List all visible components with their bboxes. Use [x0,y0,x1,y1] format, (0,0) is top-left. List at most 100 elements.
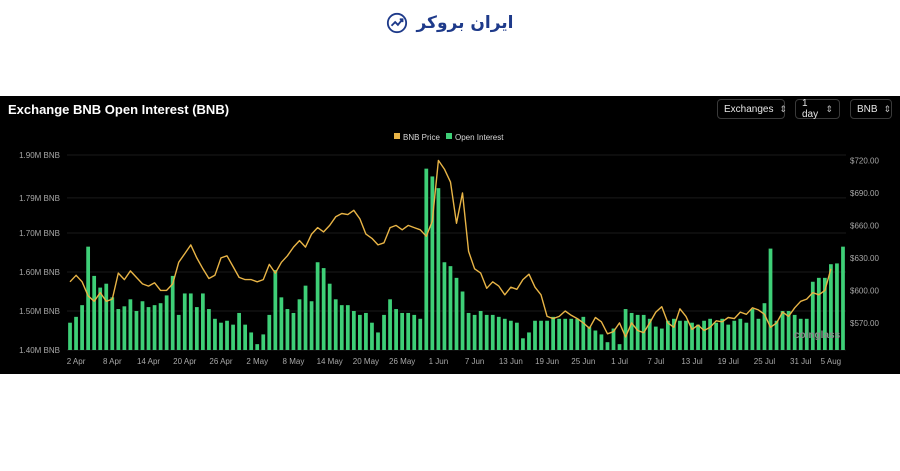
x-axis-tick-label: 13 Jul [681,357,703,366]
open-interest-bar [484,314,489,350]
asset-select[interactable]: BNB ⇕ [850,99,892,119]
open-interest-bar [364,312,368,350]
open-interest-bar [690,322,694,350]
right-axis-tick-label: $630.00 [850,254,879,263]
open-interest-bar [780,311,785,350]
open-interest-bar [333,299,338,350]
open-interest-bar [424,168,429,350]
open-interest-chart: 1.40M BNB 1.50M BNB 1.60M BNB 1.70M BNB 1.79… [19,133,879,366]
x-axis-tick-label: 1 Jun [429,357,449,366]
x-axis-tick-label: 14 May [317,357,343,366]
open-interest-bar [436,188,441,350]
open-interest-bar [152,305,157,350]
open-interest-bar [279,297,284,350]
x-axis-tick-label: 2 Apr [67,357,86,366]
x-axis-tick-label: 25 Jul [754,357,776,366]
open-interest-bar [382,314,386,350]
left-axis-tick-label: 1.50M BNB [19,307,60,316]
open-interest-bar [327,283,332,350]
open-interest-bar [430,176,435,350]
open-interest-bar [599,334,604,350]
x-axis-tick-label: 2 May [246,357,268,366]
open-interest-bar [309,301,314,350]
open-interest-bar [412,314,417,350]
x-axis-tick-label: 19 Jul [718,357,740,366]
x-axis-tick-label: 8 Apr [103,357,122,366]
open-interest-bar [370,322,374,350]
open-interest-bar [744,322,749,350]
open-interest-bar [176,314,181,350]
open-interest-bar [448,266,453,350]
open-interest-bar [539,320,543,350]
open-interest-bar [792,314,797,350]
x-axis-tick-label: 13 Jun [499,357,523,366]
x-axis-tick-label: 1 Jul [611,357,628,366]
open-interest-bar [285,309,290,350]
legend-label-price: BNB Price [403,133,440,142]
open-interest-bar [201,293,205,350]
open-interest-bar [140,301,145,350]
open-interest-bar [182,293,187,350]
open-interest-bar [515,322,519,350]
open-interest-bar [490,314,495,350]
axis-ticks: 1.40M BNB 1.50M BNB 1.60M BNB 1.70M BNB 1.79… [19,151,879,366]
open-interest-bar [720,318,725,350]
open-interest-bar [563,318,568,350]
open-interest-bar [261,334,266,350]
interval-select[interactable]: 1 day ⇕ [795,98,840,120]
open-interest-bar [653,326,658,350]
open-interest-bar [672,318,676,350]
open-interest-bar [213,318,217,350]
brand-name: ایران بروکر [416,13,514,33]
interval-select-label: 1 day [802,98,819,120]
open-interest-bar [188,293,193,350]
open-interest-bar [786,311,791,350]
open-interest-bar [545,320,549,350]
x-axis-tick-label: 25 Jun [571,357,595,366]
open-interest-bar [635,314,640,350]
price-line-layer [69,159,832,338]
open-interest-bar [629,312,634,350]
open-interest-bar [605,342,610,350]
open-interest-bar [696,324,700,350]
open-interest-bar [502,318,507,350]
x-axis-tick-label: 7 Jun [465,357,485,366]
open-interest-bar [128,299,133,350]
open-interest-bar [243,324,248,350]
open-interest-bar [738,318,743,350]
open-interest-bar [714,322,719,350]
right-axis-tick-label: $720.00 [850,156,879,165]
open-interest-bar [418,318,423,350]
open-interest-bar [104,283,109,350]
updown-chevron-icon: ⇕ [779,103,788,114]
open-interest-bar [321,268,326,350]
open-interest-bar [86,246,91,350]
legend-swatch-price [394,133,400,139]
open-interest-bar [291,312,296,350]
open-interest-bar [684,320,688,350]
open-interest-bar [406,312,411,350]
x-axis-tick-label: 5 Aug [821,357,841,366]
watermark: coinglass [794,330,841,341]
left-axis-tick-label: 1.60M BNB [19,268,60,277]
left-axis-tick-label: 1.90M BNB [19,151,60,160]
open-interest-bar [593,330,598,350]
x-axis-tick-label: 26 May [389,357,415,366]
chart-arrow-icon [387,12,408,34]
exchanges-select[interactable]: Exchanges ⇕ [717,99,788,119]
x-axis-tick-label: 20 Apr [173,357,196,366]
open-interest-bar [442,262,447,350]
open-interest-bar [822,277,827,350]
open-interest-bar [345,305,350,350]
open-interest-bar [454,277,459,350]
left-axis-tick-label: 1.79M BNB [19,194,60,203]
open-interest-bar [804,318,809,350]
open-interest-bar [68,322,72,350]
open-interest-bar [750,309,755,350]
open-interest-bar [303,285,308,350]
open-interest-bar [351,311,356,350]
open-interest-bar [134,311,139,350]
x-axis-tick-label: 7 Jul [647,357,664,366]
open-interest-bar [376,332,380,350]
right-axis-tick-label: $690.00 [850,189,879,198]
